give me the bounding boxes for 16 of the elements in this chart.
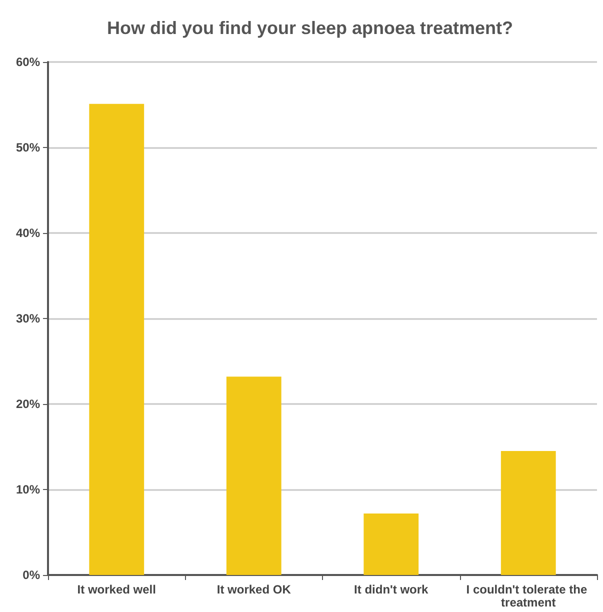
y-tick-label: 60% xyxy=(16,55,40,69)
y-tick-label: 20% xyxy=(16,397,40,411)
y-tick-label: 30% xyxy=(16,312,40,326)
x-tick-label: It worked well xyxy=(77,582,156,596)
y-tick-label: 0% xyxy=(22,568,40,582)
chart-title: How did you find your sleep apnoea treatment? xyxy=(107,18,514,38)
y-tick-label: 40% xyxy=(16,226,40,240)
bar xyxy=(89,104,144,575)
y-tick-label: 50% xyxy=(16,140,40,154)
bar xyxy=(226,376,282,575)
x-tick-label: I couldn't tolerate the treatment xyxy=(466,582,590,610)
x-tick-label: It worked OK xyxy=(216,582,292,596)
x-tick-label: It didn't work xyxy=(354,582,429,596)
bar xyxy=(364,513,419,575)
y-tick-label: 10% xyxy=(16,482,40,496)
bar xyxy=(500,451,556,575)
